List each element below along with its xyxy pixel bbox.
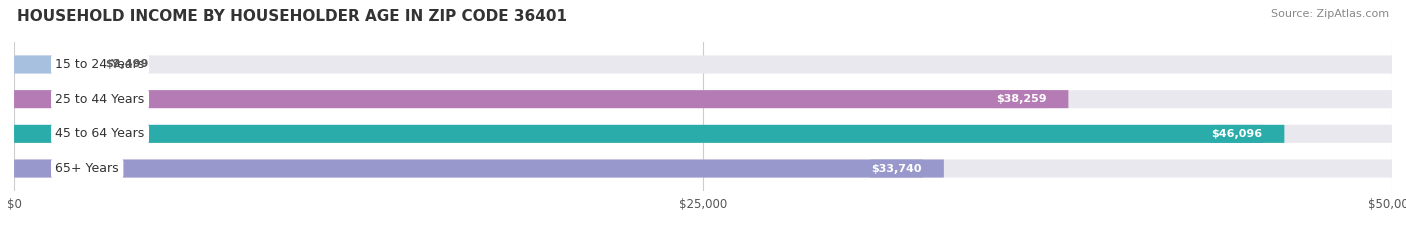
FancyBboxPatch shape	[14, 160, 1392, 178]
Text: 65+ Years: 65+ Years	[55, 162, 120, 175]
Text: $2,499: $2,499	[105, 59, 149, 69]
Text: 15 to 24 Years: 15 to 24 Years	[55, 58, 145, 71]
FancyBboxPatch shape	[14, 55, 83, 73]
FancyBboxPatch shape	[14, 125, 1392, 143]
Text: 25 to 44 Years: 25 to 44 Years	[55, 93, 145, 106]
FancyBboxPatch shape	[14, 55, 1392, 73]
Text: HOUSEHOLD INCOME BY HOUSEHOLDER AGE IN ZIP CODE 36401: HOUSEHOLD INCOME BY HOUSEHOLDER AGE IN Z…	[17, 9, 567, 24]
FancyBboxPatch shape	[14, 90, 1069, 108]
Text: $38,259: $38,259	[995, 94, 1046, 104]
FancyBboxPatch shape	[14, 160, 943, 178]
FancyBboxPatch shape	[14, 90, 1392, 108]
FancyBboxPatch shape	[14, 125, 1284, 143]
Text: $46,096: $46,096	[1211, 129, 1263, 139]
Text: $33,740: $33,740	[872, 164, 922, 174]
Text: 45 to 64 Years: 45 to 64 Years	[55, 127, 145, 140]
Text: Source: ZipAtlas.com: Source: ZipAtlas.com	[1271, 9, 1389, 19]
